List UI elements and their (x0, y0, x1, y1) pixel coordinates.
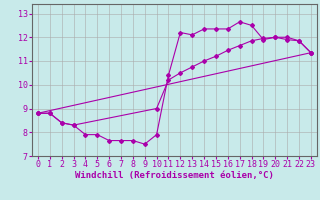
X-axis label: Windchill (Refroidissement éolien,°C): Windchill (Refroidissement éolien,°C) (75, 171, 274, 180)
